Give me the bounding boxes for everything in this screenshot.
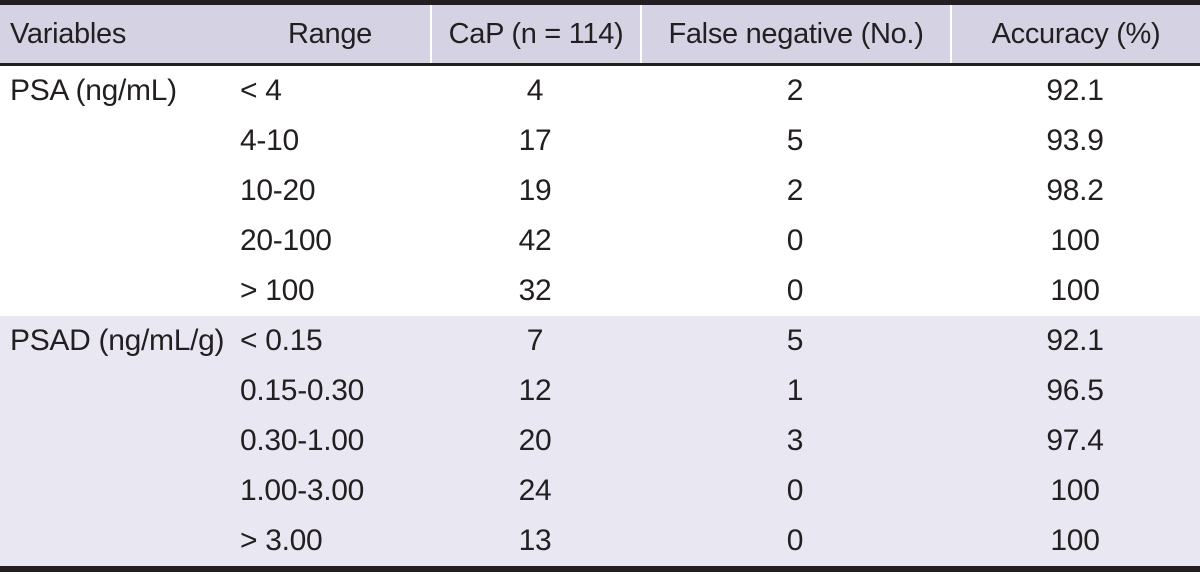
accuracy-cell: 100 [1050, 274, 1100, 307]
cap-cell: 7 [526, 324, 544, 357]
table-row: 1.00-3.00 24 0 100 [0, 466, 1200, 516]
table-header-row: Variables Range CaP (n = 114) False nega… [0, 5, 1200, 63]
accuracy-cell: 96.5 [1046, 374, 1104, 407]
false-negative-cell: 3 [786, 424, 804, 457]
table-bottom-rule [0, 566, 1200, 572]
cap-cell: 42 [518, 224, 552, 257]
table-row: 10-20 19 2 98.2 [0, 166, 1200, 216]
section-psad: PSAD (ng/mL/g) < 0.15 7 5 92.1 0.15-0.30… [0, 316, 1200, 566]
cap-cell: 20 [518, 424, 552, 457]
false-negative-cell: 0 [786, 274, 804, 307]
cap-cell: 19 [518, 174, 552, 207]
accuracy-cell: 93.9 [1046, 124, 1104, 157]
accuracy-cell: 100 [1050, 224, 1100, 257]
accuracy-cell: 98.2 [1046, 174, 1104, 207]
range-cell: < 4 [240, 74, 282, 107]
table-row: 0.15-0.30 12 1 96.5 [0, 366, 1200, 416]
table-top-rule [0, 0, 1200, 5]
false-negative-cell: 5 [786, 324, 804, 357]
bottom-margin [0, 572, 1200, 575]
range-cell: 1.00-3.00 [240, 474, 365, 507]
table-row: PSA (ng/mL) < 4 4 2 92.1 [0, 66, 1200, 116]
accuracy-cell: 92.1 [1046, 74, 1104, 107]
cap-cell: 32 [518, 274, 552, 307]
column-header-range: Range [288, 17, 372, 50]
section-psa: PSA (ng/mL) < 4 4 2 92.1 4-10 17 5 93.9 … [0, 66, 1200, 316]
range-cell: 4-10 [240, 124, 299, 157]
accuracy-cell: 100 [1050, 524, 1100, 557]
range-cell: 0.30-1.00 [240, 424, 365, 457]
cap-cell: 13 [518, 524, 552, 557]
cap-cell: 12 [518, 374, 552, 407]
column-header-false-negative: False negative (No.) [640, 5, 950, 63]
table-row: > 100 32 0 100 [0, 266, 1200, 316]
cap-cell: 17 [518, 124, 552, 157]
column-header-variables: Variables [10, 17, 127, 50]
range-cell: < 0.15 [240, 324, 323, 357]
range-cell: > 3.00 [240, 524, 323, 557]
cap-cell: 24 [518, 474, 552, 507]
table-row: 4-10 17 5 93.9 [0, 116, 1200, 166]
false-negative-cell: 0 [786, 474, 804, 507]
variable-label: PSA (ng/mL) [10, 74, 177, 107]
range-cell: 10-20 [240, 174, 316, 207]
column-header-accuracy: Accuracy (%) [950, 5, 1200, 63]
range-cell: > 100 [240, 274, 315, 307]
range-cell: 20-100 [240, 224, 332, 257]
range-cell: 0.15-0.30 [240, 374, 365, 407]
variable-label: PSAD (ng/mL/g) [10, 324, 225, 357]
table-row: 0.30-1.00 20 3 97.4 [0, 416, 1200, 466]
table-row: > 3.00 13 0 100 [0, 516, 1200, 566]
header-divider-rule [0, 63, 1200, 66]
false-negative-cell: 0 [786, 524, 804, 557]
false-negative-cell: 1 [786, 374, 804, 407]
false-negative-cell: 2 [786, 74, 804, 107]
false-negative-cell: 2 [786, 174, 804, 207]
false-negative-cell: 0 [786, 224, 804, 257]
cap-cell: 4 [526, 74, 544, 107]
table-row: 20-100 42 0 100 [0, 216, 1200, 266]
table-row: PSAD (ng/mL/g) < 0.15 7 5 92.1 [0, 316, 1200, 366]
accuracy-cell: 100 [1050, 474, 1100, 507]
accuracy-cell: 97.4 [1046, 424, 1104, 457]
column-header-cap: CaP (n = 114) [430, 5, 640, 63]
false-negative-cell: 5 [786, 124, 804, 157]
accuracy-cell: 92.1 [1046, 324, 1104, 357]
